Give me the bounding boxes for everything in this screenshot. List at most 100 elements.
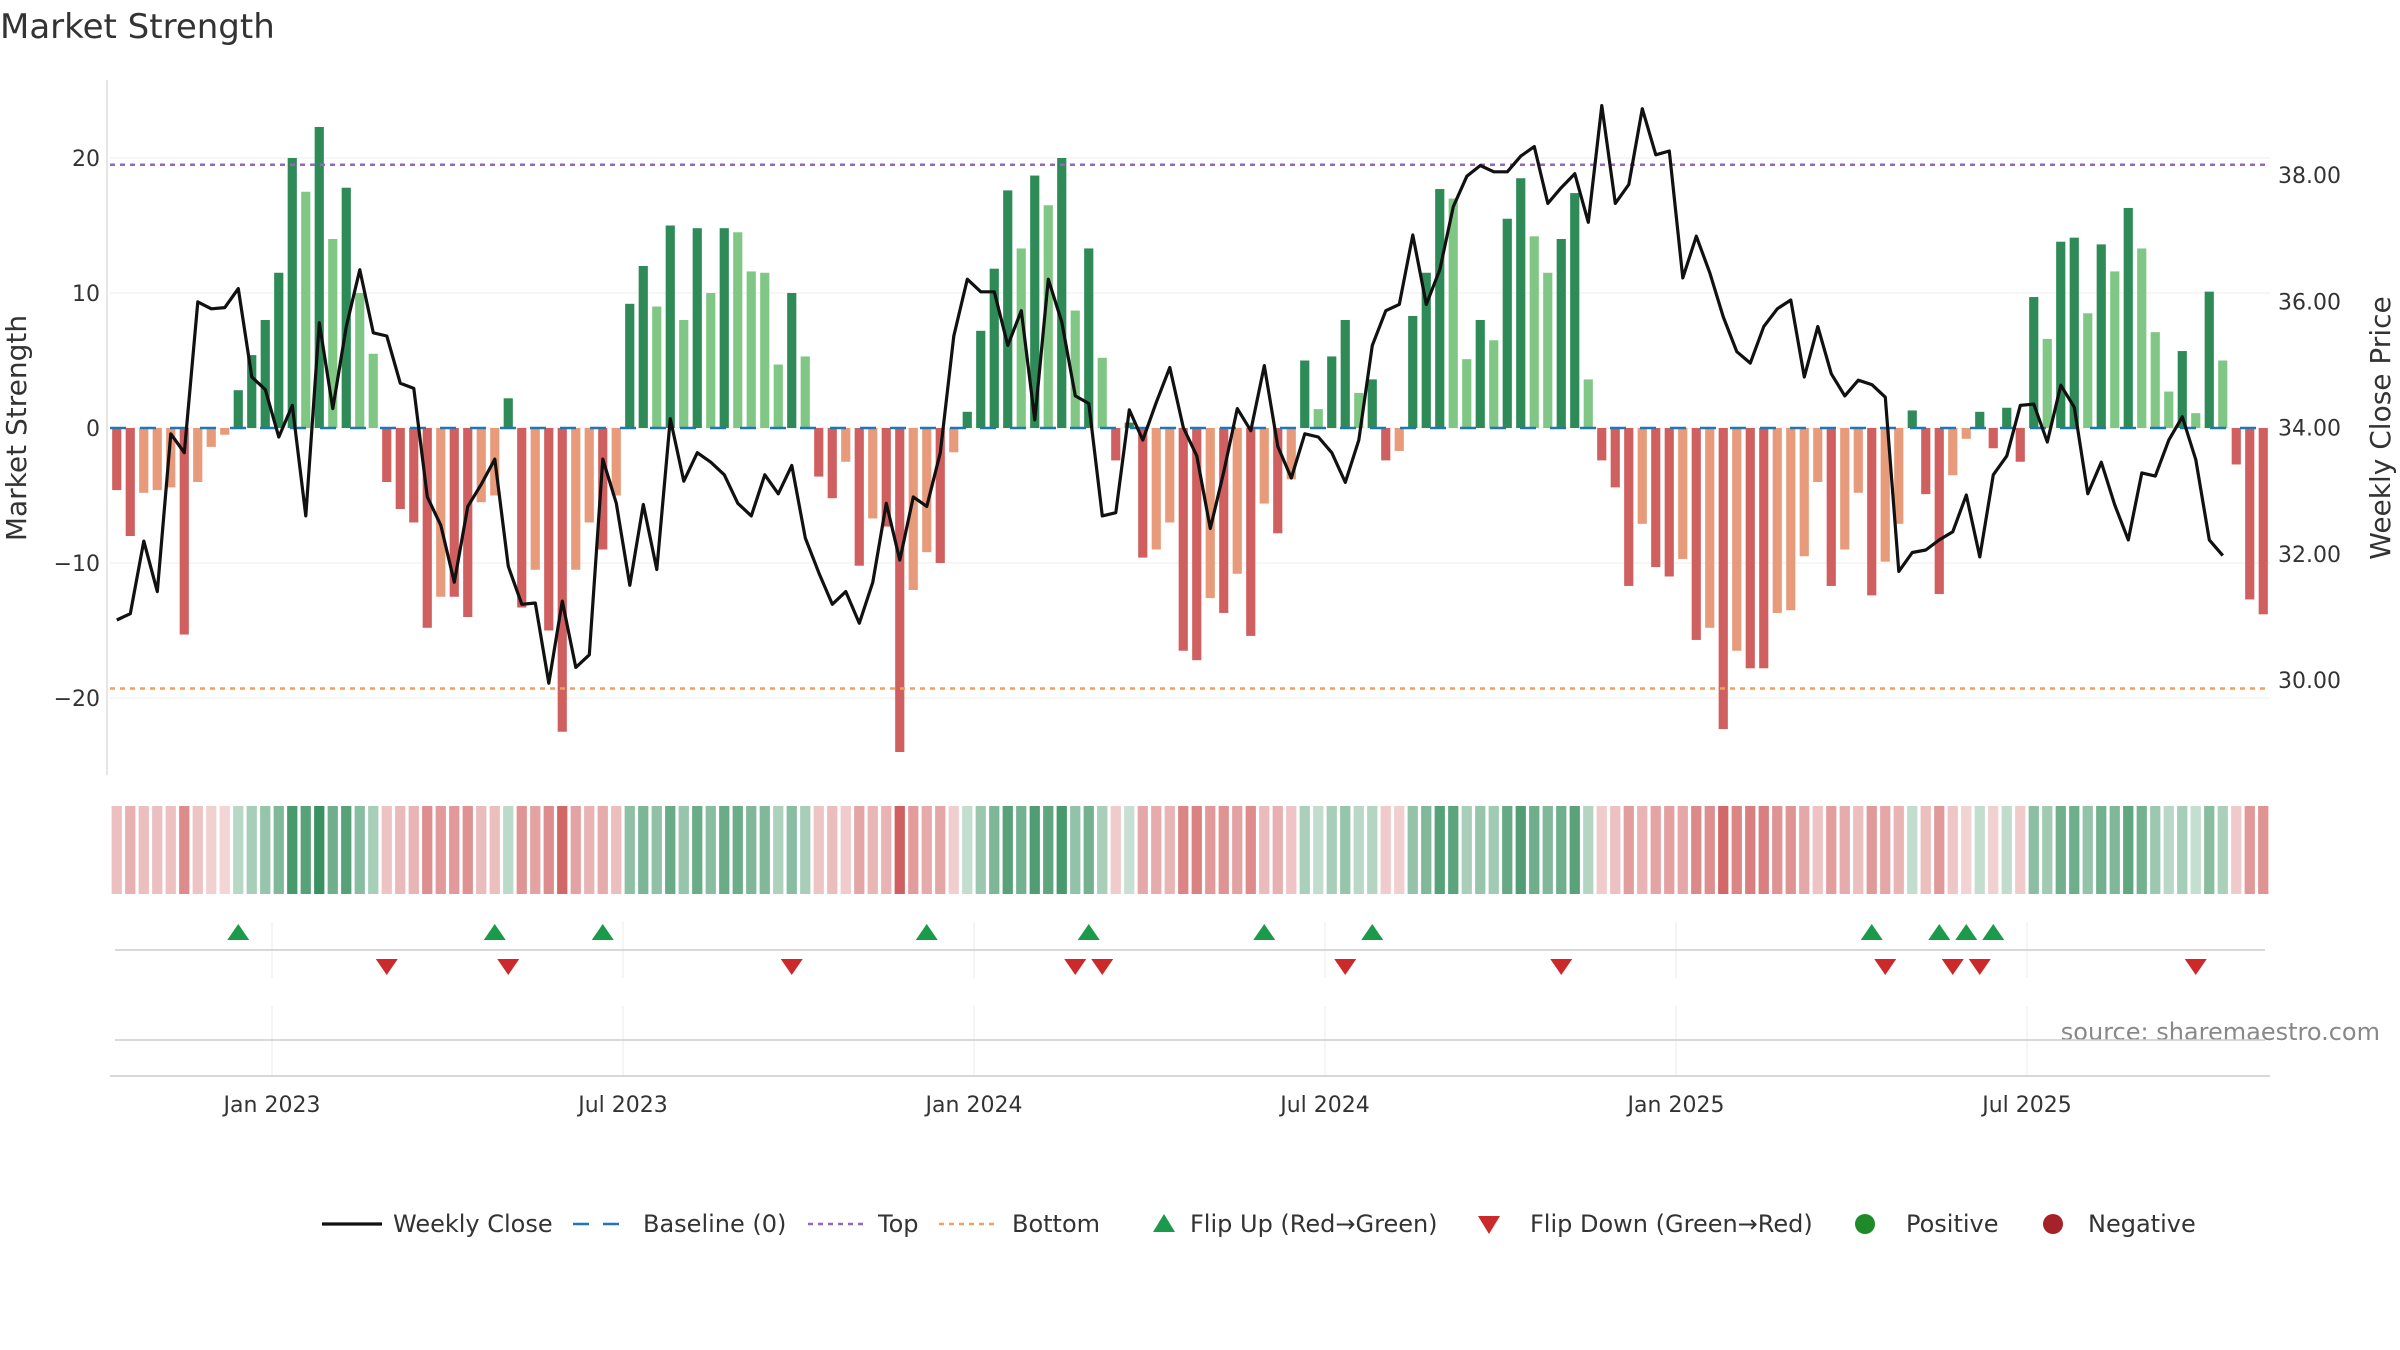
strength-bar (611, 428, 621, 496)
strength-bar (679, 320, 689, 428)
legend-item-bottom: Bottom (939, 1210, 1100, 1238)
strip-cell (908, 806, 919, 894)
strip-cell (2258, 806, 2269, 894)
strength-bar (436, 428, 446, 597)
strip-cell (125, 806, 136, 894)
strip-cell (1502, 806, 1513, 894)
strip-cell (2150, 806, 2161, 894)
strength-bar (2137, 248, 2147, 428)
strip-cell (1245, 806, 1256, 894)
strength-bar (1799, 428, 1809, 557)
strip-cell (1866, 806, 1877, 894)
strip-cell (692, 806, 703, 894)
strength-bar (787, 293, 797, 428)
strip-cell (1475, 806, 1486, 894)
legend-label: Top (877, 1210, 919, 1238)
strip-cell (1299, 806, 1310, 894)
flip-down-marker (2184, 959, 2207, 975)
strength-bar (1205, 428, 1215, 599)
strength-bar (395, 428, 405, 509)
strength-bar (125, 428, 135, 536)
strip-cell (1988, 806, 1999, 894)
strength-bar (544, 428, 554, 631)
strength-bar (2231, 428, 2241, 465)
flip-down-marker (1550, 959, 1573, 975)
legend-item-positive: Positive (1855, 1210, 1999, 1238)
strength-bar (1529, 236, 1539, 428)
strength-bar (1259, 428, 1269, 504)
flip-up-marker (1077, 924, 1100, 940)
strength-bar (422, 428, 432, 628)
strip-cell (1002, 806, 1013, 894)
strip-cell (1799, 806, 1810, 894)
legend-swatch (1153, 1214, 1175, 1232)
strength-bar (2204, 291, 2214, 428)
right-tick-label: 32.00 (2278, 543, 2341, 568)
strength-bar (1435, 189, 1445, 428)
strength-bar (1921, 428, 1931, 495)
strength-bar (314, 126, 324, 428)
flip-markers (115, 924, 2265, 1041)
strip-cell (584, 806, 595, 894)
strength-bar (814, 428, 824, 477)
strip-cell (948, 806, 959, 894)
strength-bar (571, 428, 581, 570)
strength-bar (1192, 428, 1202, 661)
strip-cell (1326, 806, 1337, 894)
strip-cell (192, 806, 203, 894)
strength-bar (1840, 428, 1850, 550)
legend-item-top: Top (808, 1210, 919, 1238)
strength-bar (530, 428, 540, 570)
strip-cell (597, 806, 608, 894)
legend-item-flip-up: Flip Up (Red→Green) (1153, 1210, 1438, 1238)
legend-label: Negative (2088, 1210, 2196, 1238)
strength-bar (1057, 158, 1067, 428)
strength-bar (1016, 248, 1026, 428)
flip-down-marker (1874, 959, 1897, 975)
strip-cell (1623, 806, 1634, 894)
strength-bar (463, 428, 473, 617)
strip-cell (1691, 806, 1702, 894)
strength-bar (2083, 313, 2093, 428)
strip-cell (1637, 806, 1648, 894)
strength-bar (247, 355, 257, 428)
strip-cell (759, 806, 770, 894)
strength-bar (328, 239, 338, 428)
strength-bar (895, 428, 905, 752)
strip-cell (746, 806, 757, 894)
strength-bar (1597, 428, 1607, 461)
strength-bar (881, 428, 891, 527)
strip-cell (462, 806, 473, 894)
strip-cell (1596, 806, 1607, 894)
strip-cell (1421, 806, 1432, 894)
legend-label: Positive (1906, 1210, 1999, 1238)
strength-bar (1745, 428, 1755, 669)
strip-cell (1178, 806, 1189, 894)
strip-cell (2231, 806, 2242, 894)
strip-cell (1677, 806, 1688, 894)
strength-bar (2150, 332, 2160, 428)
strength-bar (1408, 315, 1418, 428)
flip-up-marker (483, 924, 506, 940)
flip-down-marker (780, 959, 803, 975)
strip-cell (246, 806, 257, 894)
strength-bar (1394, 428, 1404, 451)
strip-cell (2001, 806, 2012, 894)
x-tick-label: Jul 2025 (1980, 1093, 2072, 1118)
strip-cell (989, 806, 1000, 894)
x-tick-label: Jul 2023 (576, 1093, 668, 1118)
strip-cell (1259, 806, 1270, 894)
strength-bar (2218, 360, 2228, 428)
strip-cell (1110, 806, 1121, 894)
strip-cell (1947, 806, 1958, 894)
strip-cell (1893, 806, 1904, 894)
strength-bar (706, 293, 716, 428)
strength-bar (989, 268, 999, 428)
legend-label: Baseline (0) (643, 1210, 786, 1238)
strength-bar (1421, 272, 1431, 428)
strength-bar (1705, 428, 1715, 628)
strip-cell (665, 806, 676, 894)
strip-cell (1313, 806, 1324, 894)
strip-cell (2096, 806, 2107, 894)
